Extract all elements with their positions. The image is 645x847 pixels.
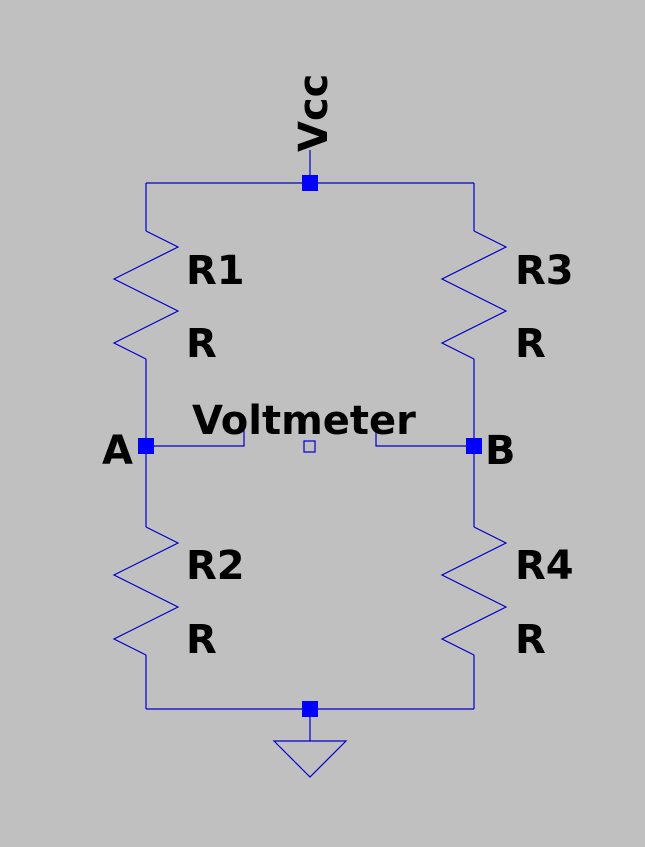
vcc-label: Vcc (291, 74, 337, 152)
vcc-junction (302, 175, 318, 191)
r4-name-label: R4 (515, 543, 574, 589)
voltmeter-lead-b (375, 430, 474, 447)
r4-value-label: R (515, 617, 546, 663)
node-b-junction (466, 438, 482, 454)
r2-resistor[interactable] (112, 526, 180, 656)
voltmeter-lead-a (146, 430, 245, 447)
r1-name-label: R1 (186, 248, 245, 294)
ground-symbol (272, 740, 348, 778)
voltmeter-label: Voltmeter (192, 398, 416, 444)
r2-name-label: R2 (186, 543, 245, 589)
node-a-junction (138, 438, 154, 454)
r1-resistor[interactable] (112, 230, 180, 360)
voltmeter-symbol[interactable] (303, 440, 316, 453)
node-b-label: B (485, 428, 516, 474)
r2-value-label: R (186, 617, 217, 663)
r3-resistor[interactable] (440, 230, 508, 360)
r3-value-label: R (515, 321, 546, 367)
r1-value-label: R (186, 321, 217, 367)
ground-junction (302, 701, 318, 717)
node-a-label: A (102, 428, 133, 474)
r3-name-label: R3 (515, 248, 574, 294)
r4-resistor[interactable] (440, 526, 508, 656)
